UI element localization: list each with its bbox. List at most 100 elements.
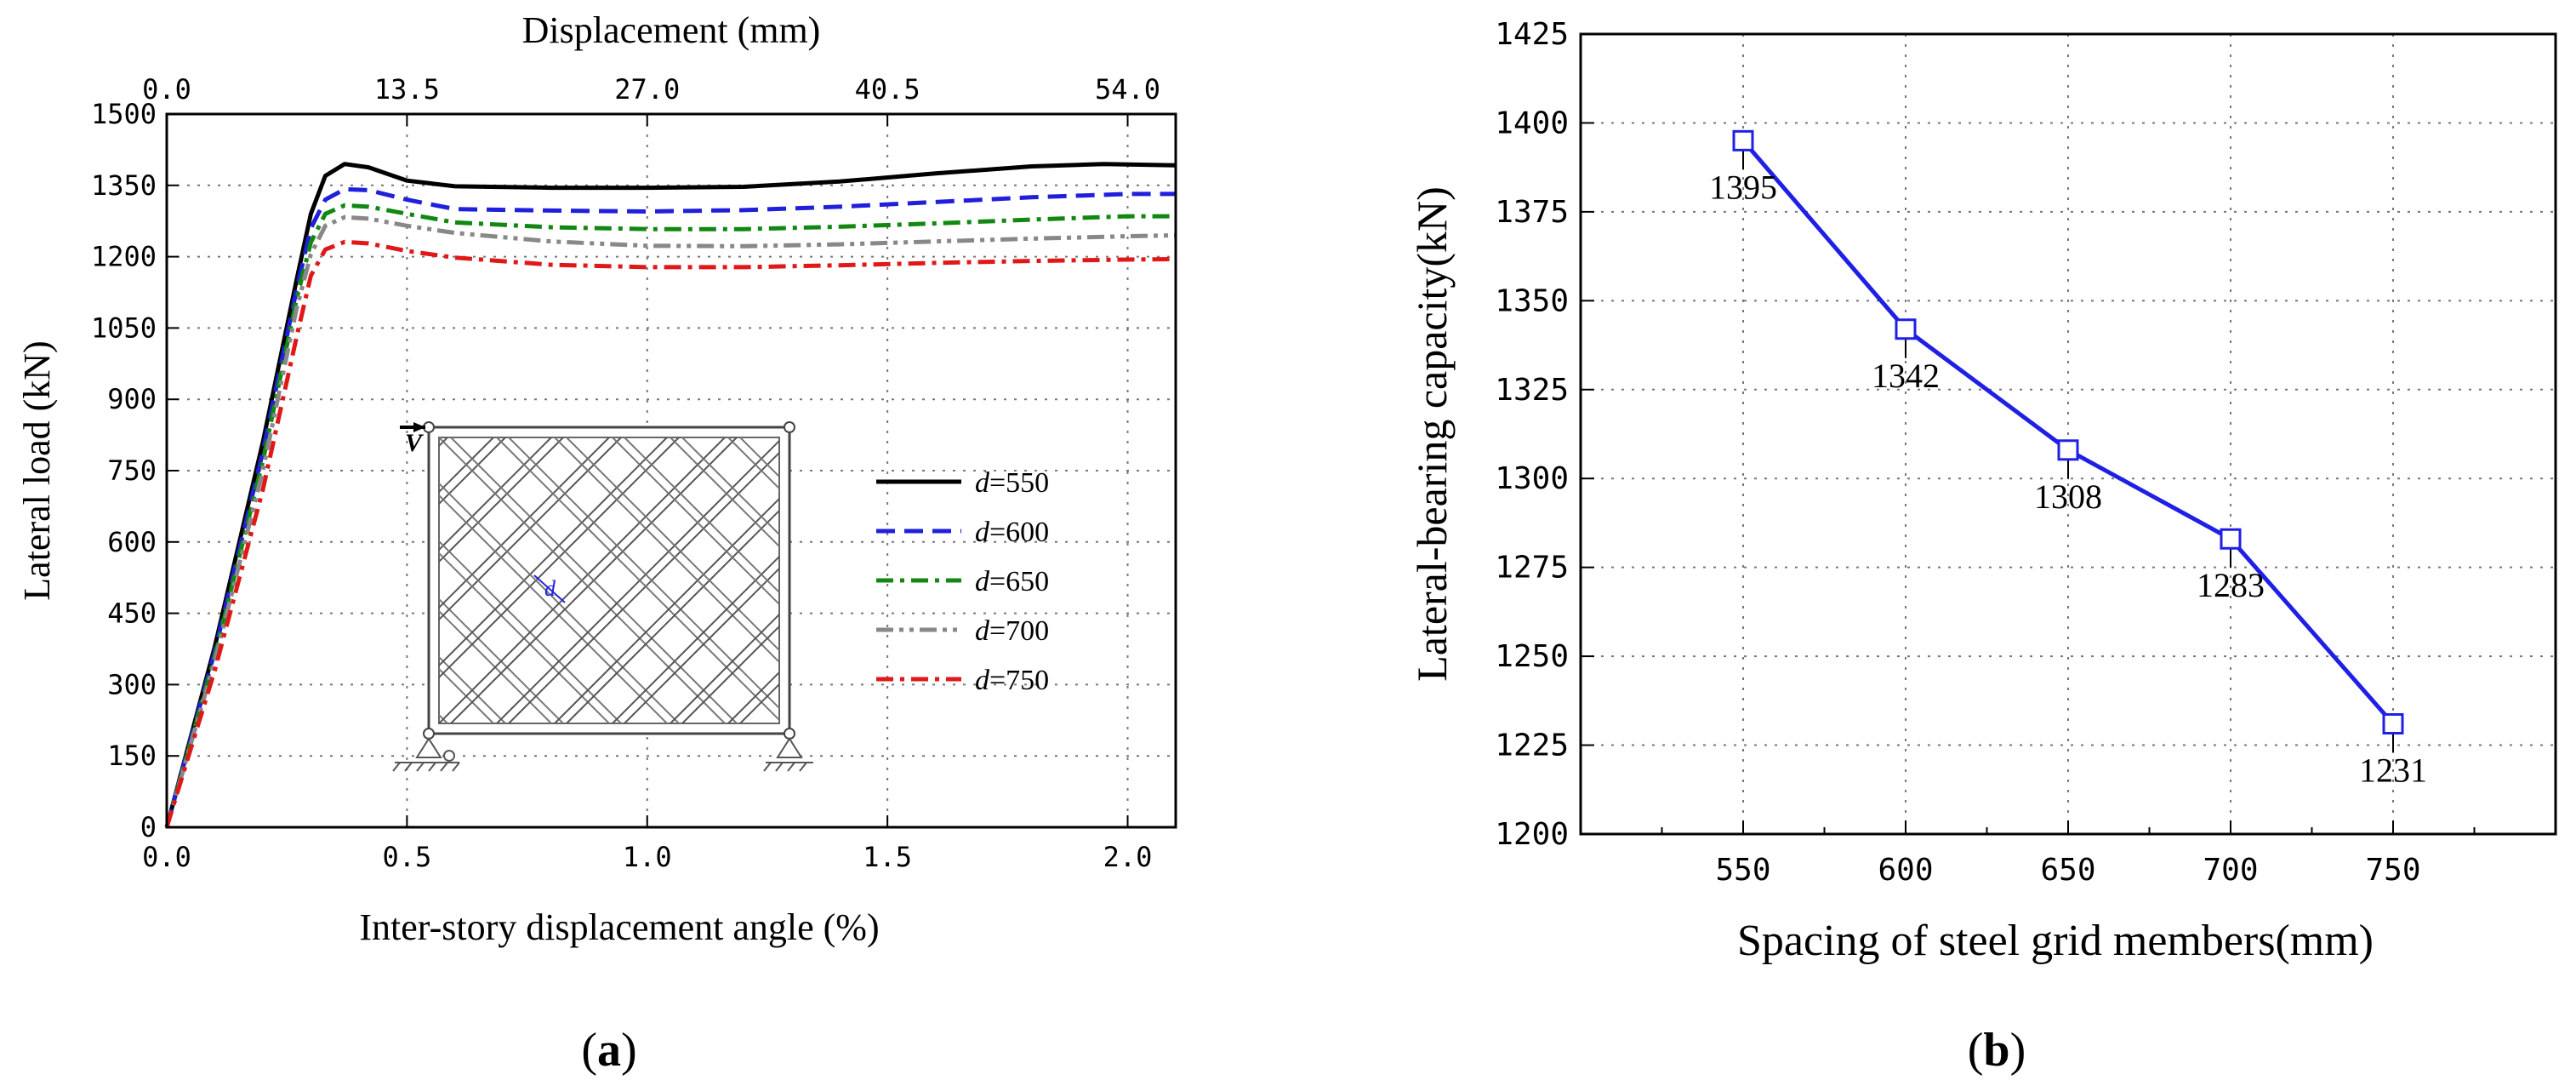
inset-member-edge (439, 437, 494, 494)
tick-label-x-b: 650 (2040, 853, 2095, 888)
tick-label-y-b: 1225 (1495, 729, 1569, 763)
inset-member-edge (727, 437, 779, 490)
inset-member-edge (439, 551, 610, 723)
tick-label-y-a: 1500 (91, 98, 157, 130)
tick-label-y-a: 0 (140, 811, 157, 843)
tick-label-x2-a: 13.5 (374, 73, 440, 106)
data-point-marker-b (2220, 528, 2242, 550)
inset-support-left (392, 737, 460, 772)
tick-label-x-a: 1.5 (863, 841, 912, 873)
series-line-a-4 (164, 239, 1177, 828)
tick-label-y-b: 1300 (1495, 461, 1569, 496)
data-point-marker-b (1895, 318, 1917, 340)
inset-spacing-label: d (544, 576, 556, 601)
inset-member-edge (670, 437, 779, 548)
inset-member-edge (439, 437, 552, 551)
axis-ticks-b: 550 600 650 700 750 1200 1225 1250 1275 1300 1325 1… (1495, 17, 2476, 888)
inset-member-edge (150, 437, 436, 723)
tick-label-y-a: 450 (107, 597, 157, 630)
tick-label-y-b: 1375 (1495, 195, 1569, 230)
inset-member-edge (439, 437, 726, 723)
tick-label-x2-a: 54.0 (1095, 73, 1160, 106)
inset-member-edge (554, 437, 779, 664)
grid-wall-inset-diagram: V d (150, 421, 813, 772)
inset-member-edge (624, 437, 779, 594)
tick-label-x2-a: 0.0 (142, 73, 191, 106)
data-label-b: 1342 (1872, 357, 1940, 395)
legend-a: d=550 d=600 d=650 d=700 d=750 (876, 467, 1049, 696)
tick-label-x2-a: 40.5 (855, 73, 920, 106)
series-line-a-3 (164, 214, 1177, 828)
tick-label-y-b: 1400 (1495, 106, 1569, 140)
inset-support-right (763, 737, 813, 772)
inset-member-edge (439, 655, 506, 723)
inset-member-edge (150, 437, 436, 723)
tick-label-x-b: 750 (2365, 853, 2420, 888)
tick-label-x-b: 550 (1715, 853, 1770, 888)
inset-member-edge (727, 671, 779, 723)
series-group-a (164, 162, 1177, 828)
load-arrow-icon (413, 422, 425, 432)
data-label-b: 1395 (1709, 168, 1777, 206)
inset-member-edge (496, 437, 779, 722)
tick-label-y-b: 1275 (1495, 551, 1569, 586)
x2-axis-title-a: Displacement (mm) (522, 9, 821, 51)
inset-member-edge (439, 482, 680, 723)
legend-label-a: d=700 (975, 615, 1049, 647)
tick-label-y-b: 1425 (1495, 17, 1569, 52)
tick-label-x-b: 700 (2203, 853, 2258, 888)
tick-label-y-a: 1050 (91, 311, 157, 344)
tick-label-y-a: 1200 (91, 241, 157, 273)
data-point-marker-b (1732, 129, 1754, 151)
tick-label-y-a: 1350 (91, 169, 157, 202)
inset-frame-outer (427, 426, 791, 735)
y-axis-title-b: Lateral-bearing capacity(kN) (1408, 186, 1456, 682)
data-label-b: 1231 (2359, 751, 2427, 789)
series-line-a-2 (164, 203, 1176, 828)
tick-label-y-b: 1200 (1495, 817, 1569, 852)
legend-label-a: d=550 (975, 467, 1049, 499)
inset-diagonal-members (150, 437, 779, 723)
inset-member-edge (439, 667, 494, 723)
inset-member-edge (439, 609, 552, 723)
inset-member-edge (450, 437, 738, 723)
axis-ticks-a: 0.0 0.5 1.0 1.5 2.0 0.0 13.5 27.0 40.5 54.0 0 150 30… (91, 73, 1160, 873)
chart-panel-b: 550 600 650 700 750 1200 1225 1250 1275 1300 1325 1… (1408, 17, 2557, 1077)
tick-label-x-b: 600 (1878, 853, 1933, 888)
grid-b (1581, 34, 2556, 834)
inset-member-edge (439, 494, 668, 723)
tick-label-x-a: 0.0 (142, 841, 191, 873)
inset-spacing-dimension (533, 574, 566, 603)
series-group-b: 1395 1342 1308 1283 1231 (1709, 129, 2427, 789)
tick-label-y-b: 1325 (1495, 373, 1569, 408)
tick-label-x2-a: 27.0 (614, 73, 680, 106)
inset-member-edge (670, 613, 779, 723)
tick-label-y-a: 150 (107, 740, 157, 772)
tick-label-x-a: 0.5 (382, 841, 431, 873)
inset-member-edge (566, 437, 779, 652)
inset-member-edge (439, 597, 564, 723)
data-point-marker-b (2057, 439, 2079, 461)
legend-label-a: d=650 (975, 566, 1049, 597)
inset-hinge-top-right (784, 421, 795, 433)
x-axis-title-a: Inter-story displacement angle (%) (359, 906, 879, 948)
inset-member-edge (681, 625, 779, 723)
data-label-b: 1308 (2034, 477, 2102, 516)
tick-label-x-a: 1.0 (623, 841, 672, 873)
inset-member-edge (681, 437, 779, 536)
tick-label-x-a: 2.0 (1103, 841, 1153, 873)
tick-label-y-a: 300 (107, 668, 157, 700)
panel-label-a: (a) (581, 1024, 636, 1077)
inset-member-edge (508, 437, 779, 710)
inset-member-edge (439, 437, 506, 506)
tick-label-y-b: 1250 (1495, 639, 1569, 674)
legend-label-a: d=600 (975, 517, 1049, 548)
tick-label-y-b: 1350 (1495, 283, 1569, 318)
inset-members-clipped (150, 437, 779, 723)
chart-panel-a: V d 0.0 0.5 1.0 1.5 2.0 0.0 13.5 27.0 40.5 54.0 0 1… (16, 9, 1177, 1077)
tick-label-y-a: 900 (107, 383, 157, 415)
tick-label-y-a: 600 (107, 526, 157, 558)
tick-label-y-a: 750 (107, 454, 157, 487)
series-line-a-1 (164, 186, 1176, 828)
